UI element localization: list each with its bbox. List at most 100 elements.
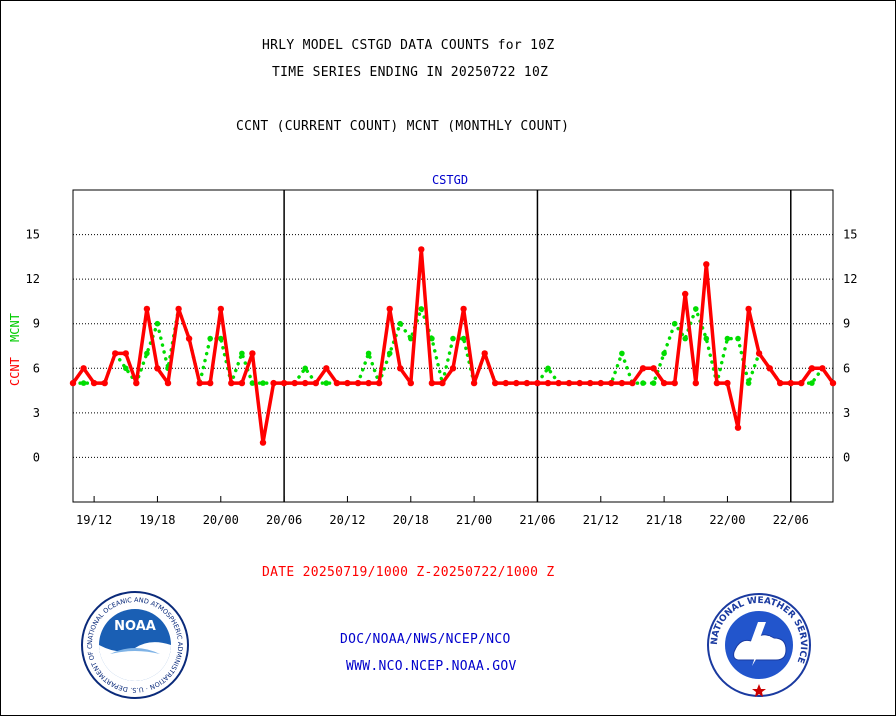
data-point-mcnt: [408, 335, 414, 342]
data-point-mcnt: [365, 350, 372, 357]
data-point-ccnt: [175, 305, 182, 313]
data-point-ccnt: [470, 379, 478, 387]
data-point-ccnt: [639, 365, 647, 372]
y-tick-label-right: 12: [843, 272, 857, 286]
noaa-logo: NOAA NATIONAL OCEANIC AND ATMOSPHERIC AD…: [80, 590, 189, 699]
data-point-mcnt: [386, 350, 393, 357]
data-point-ccnt: [597, 379, 604, 387]
data-point-mcnt: [650, 380, 657, 386]
y-tick-label-left: 9: [33, 317, 40, 331]
data-point-ccnt: [481, 350, 488, 357]
data-point-ccnt: [323, 365, 330, 372]
data-point-mcnt: [323, 380, 330, 386]
data-point-ccnt: [354, 379, 362, 387]
data-point-ccnt: [777, 379, 784, 387]
data-point-mcnt: [545, 365, 551, 372]
data-point-ccnt: [439, 379, 446, 387]
y-tick-label-left: 0: [33, 450, 40, 464]
data-point-ccnt: [502, 379, 509, 387]
data-point-mcnt: [260, 380, 266, 386]
data-point-mcnt: [239, 350, 245, 357]
data-point-mcnt: [218, 335, 224, 342]
data-point-ccnt: [344, 379, 351, 387]
data-point-mcnt: [693, 306, 699, 312]
data-point-mcnt: [144, 350, 150, 357]
x-tick-label: 19/18: [139, 513, 175, 527]
data-point-ccnt: [829, 379, 837, 387]
data-point-ccnt: [185, 335, 193, 342]
x-tick-label: 19/12: [76, 513, 112, 527]
data-point-ccnt: [819, 365, 826, 372]
data-point-ccnt: [291, 379, 298, 387]
x-tick-label: 22/06: [773, 513, 809, 527]
data-point-ccnt: [143, 305, 151, 313]
data-point-mcnt: [460, 335, 467, 342]
data-point-ccnt: [703, 261, 710, 268]
data-point-mcnt: [809, 380, 815, 386]
org-path-text: DOC/NOAA/NWS/NCEP/NCO: [340, 632, 511, 647]
data-point-ccnt: [259, 439, 267, 446]
y-tick-label-right: 15: [843, 228, 857, 242]
data-point-ccnt: [460, 305, 467, 313]
x-tick-label: 21/18: [646, 513, 682, 527]
data-point-mcnt: [450, 335, 456, 342]
data-point-ccnt: [69, 379, 77, 387]
series-line-mcnt: [71, 307, 835, 385]
data-point-ccnt: [555, 379, 562, 387]
chart-title-line-1: HRLY MODEL CSTGD DATA COUNTS for 10Z: [262, 38, 555, 53]
y-tick-label-right: 9: [843, 317, 850, 331]
chart-title-line-2: TIME SERIES ENDING IN 20250722 10Z: [272, 65, 549, 80]
data-point-ccnt: [365, 379, 372, 387]
data-point-ccnt: [238, 379, 246, 387]
data-point-ccnt: [397, 365, 404, 372]
data-point-mcnt: [418, 306, 425, 312]
data-point-ccnt: [375, 379, 383, 387]
data-point-ccnt: [798, 379, 805, 387]
data-point-ccnt: [745, 305, 752, 313]
website-text: WWW.NCO.NCEP.NOAA.GOV: [346, 659, 517, 674]
data-point-mcnt: [619, 350, 625, 357]
data-point-mcnt: [123, 365, 129, 372]
data-point-ccnt: [312, 379, 319, 387]
data-point-mcnt: [154, 320, 161, 327]
data-point-ccnt: [280, 379, 288, 387]
data-point-ccnt: [682, 290, 689, 298]
date-range-label: DATE 20250719/1000 Z-20250722/1000 Z: [262, 565, 555, 580]
data-point-ccnt: [302, 379, 309, 387]
data-point-ccnt: [133, 379, 140, 387]
data-point-ccnt: [724, 379, 731, 387]
data-point-ccnt: [808, 365, 816, 372]
data-point-ccnt: [492, 379, 499, 387]
series-ccnt: [69, 246, 837, 446]
data-point-ccnt: [407, 379, 414, 387]
data-point-ccnt: [787, 379, 794, 387]
data-point-ccnt: [734, 424, 742, 431]
data-point-ccnt: [270, 379, 277, 387]
y-axis-label-mcnt: MCNT: [8, 313, 22, 342]
series-line-ccnt: [71, 247, 835, 445]
data-point-mcnt: [80, 380, 87, 386]
data-point-ccnt: [523, 379, 531, 387]
y-tick-label-left: 6: [33, 361, 40, 375]
data-point-ccnt: [154, 365, 161, 372]
data-point-ccnt: [80, 365, 87, 372]
data-point-ccnt: [101, 379, 108, 387]
x-tick-label: 21/06: [519, 513, 555, 527]
data-point-ccnt: [755, 350, 763, 357]
data-point-ccnt: [660, 379, 668, 387]
data-point-ccnt: [122, 350, 129, 357]
data-point-ccnt: [608, 379, 615, 387]
data-point-mcnt: [745, 380, 752, 386]
x-tick-label: 22/00: [709, 513, 745, 527]
noaa-logo-text: NOAA: [114, 619, 156, 634]
data-point-ccnt: [587, 379, 594, 387]
x-tick-label: 20/06: [266, 513, 302, 527]
data-point-mcnt: [682, 335, 688, 342]
y-tick-label-right: 6: [843, 361, 850, 375]
data-point-ccnt: [544, 379, 552, 387]
y-tick-label-left: 15: [26, 228, 40, 242]
data-point-mcnt: [724, 335, 731, 342]
plot-title: CSTGD: [432, 173, 468, 187]
data-point-ccnt: [418, 246, 425, 253]
data-point-ccnt: [112, 350, 119, 357]
